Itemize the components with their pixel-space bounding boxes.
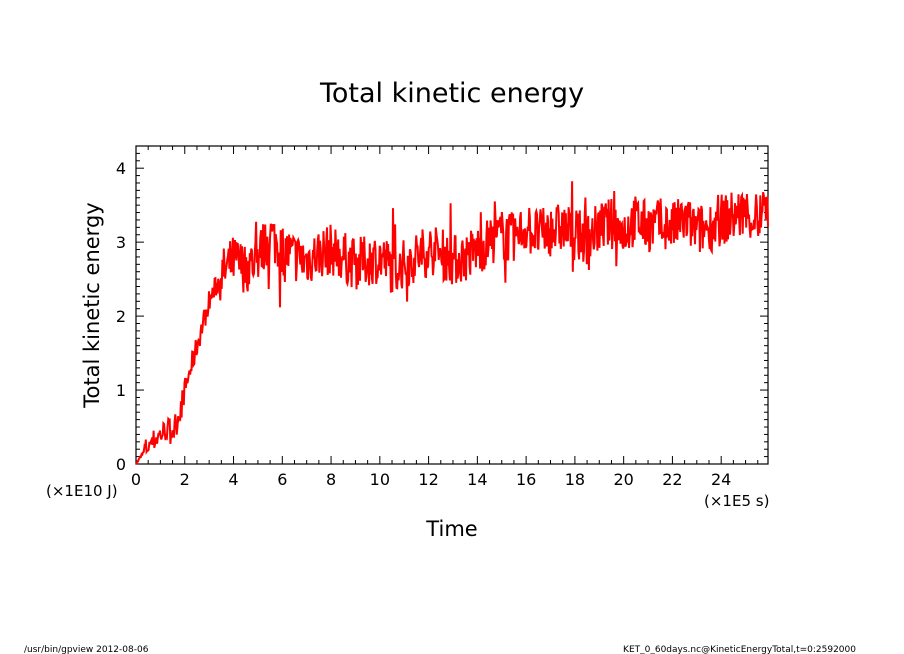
x-tick-label: 6: [277, 470, 287, 489]
x-tick-label: 16: [516, 470, 536, 489]
x-tick-label: 10: [370, 470, 390, 489]
y-tick-label: 3: [116, 233, 126, 252]
footer-left: /usr/bin/gpview 2012-08-06: [24, 645, 149, 654]
y-tick-label: 2: [116, 307, 126, 326]
x-unit-label: (×1E5 s): [704, 492, 769, 510]
series-line: [135, 181, 769, 465]
chart-title: Total kinetic energy: [319, 78, 584, 109]
x-tick-label: 24: [711, 470, 731, 489]
y-tick-label: 4: [116, 159, 126, 178]
y-tick-label: 1: [116, 381, 126, 400]
y-tick-label: 0: [116, 455, 126, 474]
footer-right: KET_0_60days.nc@KineticEnergyTotal,t=0:2…: [623, 645, 856, 654]
x-axis-label: Time: [425, 517, 477, 541]
x-tick-label: 14: [467, 470, 487, 489]
y-axis-label: Total kinetic energy: [80, 202, 104, 408]
x-tick-label: 2: [180, 470, 190, 489]
x-tick-label: 22: [662, 470, 682, 489]
x-tick-label: 18: [565, 470, 585, 489]
y-unit-label: (×1E10 J): [46, 482, 118, 500]
x-tick-label: 4: [228, 470, 238, 489]
x-tick-label: 0: [131, 470, 141, 489]
x-tick-label: 8: [326, 470, 336, 489]
tick-group: [135, 145, 768, 465]
plot-frame: [135, 145, 769, 465]
x-tick-label: 20: [613, 470, 633, 489]
x-tick-label: 12: [418, 470, 438, 489]
